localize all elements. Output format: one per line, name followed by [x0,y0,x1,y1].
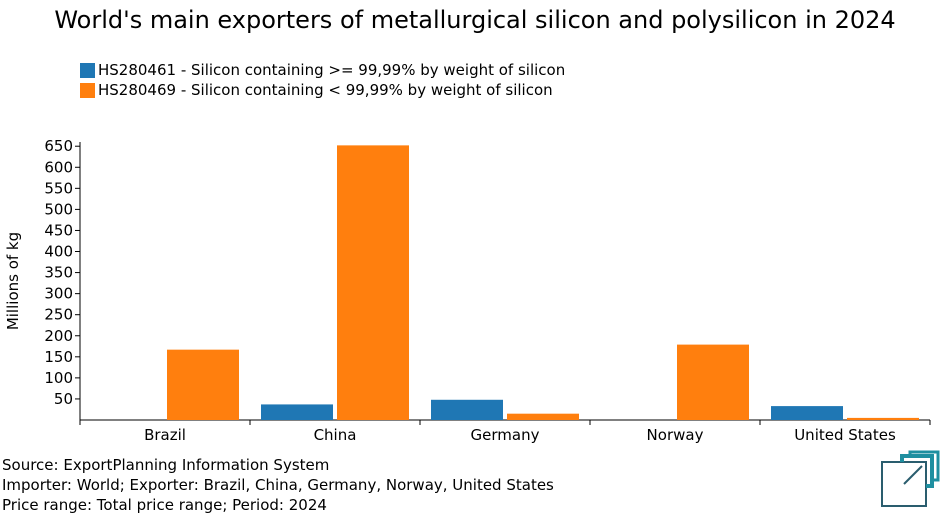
y-tick-label: 350 [44,264,73,282]
y-tick-label: 600 [44,158,73,176]
y-tick-label: 150 [44,348,73,366]
legend-item-series2: HS280469 - Silicon containing < 99,99% b… [80,80,565,100]
legend: HS280461 - Silicon containing >= 99,99% … [80,60,565,100]
legend-swatch-series2 [80,82,95,98]
y-axis-label: Millions of kg [4,231,22,331]
x-tick-label: Brazil [144,426,186,444]
y-tick-label: 400 [44,243,73,261]
footer-source: Source: ExportPlanning Information Syste… [2,456,330,474]
legend-swatch-series1 [80,62,95,78]
bar-series2-brazil [167,349,239,420]
legend-label-series1: HS280461 - Silicon containing >= 99,99% … [98,61,566,79]
y-tick-label: 500 [44,200,73,218]
bar-series1-germany [431,399,503,420]
bar-series2-china [337,145,409,420]
bar-series2-germany [507,413,579,420]
y-tick-label: 50 [54,390,73,408]
footer-importer: Importer: World; Exporter: Brazil, China… [2,476,554,494]
y-tick-label: 250 [44,306,73,324]
y-tick-label: 450 [44,221,73,239]
bar-series2-united-states [847,417,919,420]
x-tick-label: Germany [471,426,540,444]
bar-series1-united-states [771,406,843,420]
x-tick-label: China [314,426,357,444]
y-tick-label: 550 [44,179,73,197]
x-tick-label: Norway [647,426,704,444]
bar-series2-norway [677,344,749,420]
y-tick-label: 200 [44,327,73,345]
legend-label-series2: HS280469 - Silicon containing < 99,99% b… [98,81,553,99]
exportplanning-logo-icon [881,450,940,507]
y-tick-label: 100 [44,369,73,387]
footer-price: Price range: Total price range; Period: … [2,496,327,514]
legend-item-series1: HS280461 - Silicon containing >= 99,99% … [80,60,565,80]
y-tick-label: 300 [44,285,73,303]
footer: Source: ExportPlanning Information Syste… [2,455,554,515]
chart-title: World's main exporters of metallurgical … [54,6,896,34]
x-tick-label: United States [794,426,896,444]
y-tick-label: 650 [44,137,73,155]
bar-series1-china [261,404,333,420]
